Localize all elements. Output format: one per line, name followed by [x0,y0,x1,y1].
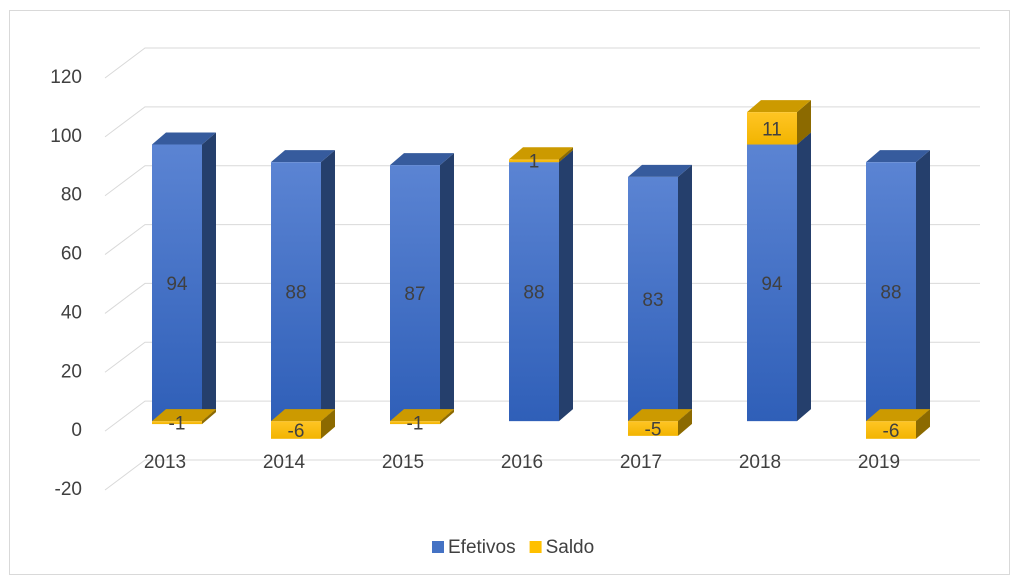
bar-side [321,150,335,422]
bar-top [271,150,335,163]
legend-swatch [529,541,542,553]
x-tick-label: 2014 [263,452,306,473]
bar-top [747,100,811,113]
x-tick-label: 2018 [739,452,781,473]
grid-line [104,47,980,79]
bar-top [152,409,216,422]
grid-line [104,459,980,491]
bar-top [866,150,930,163]
data-label: 88 [880,283,901,304]
y-tick-label: 60 [61,244,82,265]
data-label: 11 [762,119,782,140]
bar-side [559,150,573,422]
y-tick-label: 40 [61,302,82,323]
bar [866,421,916,439]
y-tick-label: 100 [50,126,82,147]
y-tick-label: 80 [61,185,82,206]
x-tick-label: 2013 [144,452,186,473]
legend-label: Saldo [546,537,595,558]
bar [866,162,916,422]
data-label: 94 [761,274,783,295]
data-label: 1 [529,152,540,173]
bar [628,421,678,436]
bar [628,176,678,422]
data-label: -6 [883,421,900,442]
x-tick-label: 2019 [858,452,900,473]
bar-top [628,409,692,422]
bar-top [866,409,930,422]
bar [152,421,202,425]
bar-side [797,132,811,422]
x-tick-label: 2015 [382,452,424,473]
grid-line [104,106,980,138]
bar-side [916,150,930,422]
data-label: 87 [404,284,425,305]
bar-side [321,409,335,439]
grid-line [104,400,980,432]
data-label: 94 [166,274,188,295]
grid-line [104,282,980,314]
legend-swatch [432,541,444,553]
bar [271,421,321,439]
y-tick-label: 20 [61,361,82,382]
bar [509,162,559,422]
legend-label: Efetivos [448,537,516,558]
bar-side [202,409,216,425]
data-label: 88 [523,283,544,304]
bar-top [271,409,335,422]
bar-top [509,147,573,160]
bar [152,144,202,422]
y-tick-label: 120 [50,67,82,88]
data-label: -6 [288,421,305,442]
grid-line [104,341,980,373]
bar-side [440,409,454,425]
bar-side [559,147,573,163]
bar-side [678,409,692,436]
bar-side [678,164,692,422]
bar-side [797,100,811,145]
bar-side [202,132,216,422]
bar [509,159,559,163]
bar-top [152,132,216,145]
data-label: 88 [285,283,306,304]
grid-line [104,165,980,197]
bar-top [628,164,692,177]
bar [271,162,321,422]
data-label: -5 [645,420,662,441]
y-tick-label: 0 [71,420,82,441]
grid-line [104,224,980,255]
bar-side [440,153,454,422]
data-label: 83 [642,290,663,311]
bar [390,421,440,425]
bar-top [390,409,454,422]
bar [747,144,797,422]
bar [390,165,440,422]
data-label: -1 [169,414,186,435]
bar-top [390,153,454,166]
bar [747,112,797,145]
data-label: -1 [407,414,424,435]
x-tick-label: 2017 [620,452,662,473]
x-tick-label: 2016 [501,452,543,473]
y-tick-label: -20 [55,479,82,500]
bar-side [916,409,930,439]
